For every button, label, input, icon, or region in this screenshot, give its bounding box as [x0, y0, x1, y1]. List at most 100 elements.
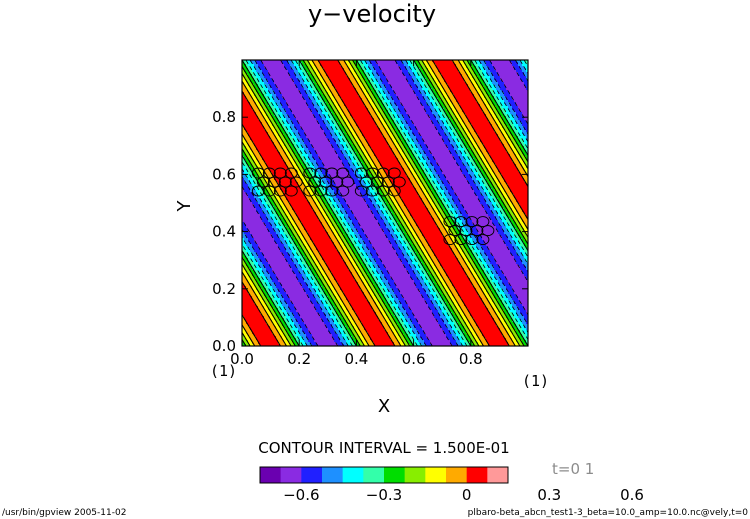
- particle-marker: [387, 185, 401, 197]
- particle-marker: [476, 216, 490, 228]
- particle-marker: [376, 185, 390, 197]
- contour-line: [639, 60, 750, 346]
- contour-line: [0, 60, 132, 346]
- particle-marker: [381, 176, 395, 188]
- contour-line: [0, 60, 120, 346]
- contour-line: [242, 280, 281, 346]
- contour-line: [413, 60, 528, 252]
- particle-marker: [370, 176, 384, 188]
- colorbar-tick-label: 0.3: [537, 486, 561, 504]
- contour-line: [0, 60, 140, 346]
- colorbar-swatch: [363, 467, 385, 483]
- contour-line: [655, 60, 750, 346]
- contour-line: [298, 60, 472, 346]
- particle-marker: [267, 176, 281, 188]
- contour-line: [306, 60, 480, 346]
- contour-line: [0, 60, 166, 346]
- particle-marker: [359, 176, 373, 188]
- contour-line: [696, 60, 750, 346]
- contour-line: [421, 60, 528, 239]
- contour-line: [242, 60, 415, 346]
- contour-line: [514, 60, 528, 82]
- footer-right: plbaro-beta_abcn_test1-3_beta=10.0_amp=1…: [468, 508, 749, 518]
- contour-line: [604, 60, 750, 346]
- contour-line: [536, 60, 708, 346]
- y-tick-label: 0.8: [212, 108, 236, 126]
- contour-line: [67, 60, 239, 346]
- particle-marker: [262, 167, 276, 179]
- contour-interval-text: CONTOUR INTERVAL = 1.500E-01: [258, 439, 509, 457]
- contour-line: [718, 60, 750, 346]
- contour-line: [242, 90, 396, 346]
- contour-line: [242, 270, 287, 346]
- colorbar-swatch: [425, 467, 447, 483]
- contour-line: [598, 60, 750, 346]
- colorbar-ticks: −0.6 −0.3 0 0.3 0.6: [283, 486, 644, 504]
- colorbar-tick-label: 0.6: [620, 486, 644, 504]
- particle-marker: [336, 167, 350, 179]
- particle-marker: [251, 167, 265, 179]
- contour-line: [242, 338, 247, 346]
- contour-line: [9, 60, 181, 346]
- contour-line: [311, 60, 484, 346]
- y-tick-label: 0.2: [212, 280, 236, 298]
- particle-marker: [481, 225, 495, 237]
- colorbar-tick-label: −0.6: [283, 486, 319, 504]
- contour-line: [1, 60, 173, 346]
- contour-line: [17, 60, 189, 346]
- contour-line: [708, 60, 750, 346]
- particle-marker: [284, 167, 298, 179]
- particle-marker: [319, 176, 333, 188]
- colorbar-tick-label: −0.3: [366, 486, 402, 504]
- contour-line: [0, 60, 128, 346]
- contour-line: [451, 60, 528, 188]
- particle-marker: [448, 225, 462, 237]
- y-axis-label: Y: [174, 200, 195, 213]
- x-index-left: (1): [210, 362, 237, 380]
- colorbar-swatch: [322, 467, 343, 483]
- contour-line: [242, 123, 376, 346]
- contour-line: [523, 60, 528, 68]
- contour-line: [242, 133, 370, 346]
- particle-marker: [341, 176, 355, 188]
- contour-line: [352, 60, 525, 346]
- contour-line: [13, 60, 185, 346]
- contour-line: [58, 60, 230, 346]
- y-tick-label: 0.6: [212, 165, 236, 183]
- contour-line: [242, 154, 357, 346]
- particle-marker: [454, 234, 468, 246]
- contour-line: [581, 60, 750, 346]
- particle-marker: [336, 185, 350, 197]
- contour-line: [508, 60, 528, 92]
- particle-marker: [392, 176, 406, 188]
- particle-marker: [289, 176, 303, 188]
- x-ticks: 0.0 0.2 0.4 0.6 0.8: [230, 60, 483, 368]
- contour-line: [242, 72, 406, 346]
- contour-line: [302, 60, 476, 346]
- particle-marker: [325, 185, 339, 197]
- particle-marker: [443, 234, 457, 246]
- contour-line: [431, 60, 528, 221]
- contour-line: [343, 60, 516, 346]
- contour-line: [317, 60, 490, 346]
- contour-line: [585, 60, 750, 346]
- contour-line: [651, 60, 750, 346]
- contour-line: [541, 60, 713, 346]
- contour-line: [242, 80, 402, 346]
- y-ticks: 0.0 0.2 0.4 0.6 0.8: [212, 108, 528, 355]
- particle-marker: [465, 216, 479, 228]
- particle-marker: [273, 185, 287, 197]
- particle-marker: [443, 216, 457, 228]
- contour-line: [242, 256, 296, 346]
- particle-marker: [365, 185, 379, 197]
- contour-line: [577, 60, 749, 346]
- particle-marker: [256, 176, 270, 188]
- x-axis-label: X: [378, 396, 390, 417]
- contour-line: [0, 60, 124, 346]
- contour-line: [700, 60, 750, 346]
- contour-line: [547, 60, 719, 346]
- particle-marker: [330, 176, 344, 188]
- particle-marker: [262, 185, 276, 197]
- footer-left: /usr/bin/gpview 2005-11-02: [2, 508, 126, 518]
